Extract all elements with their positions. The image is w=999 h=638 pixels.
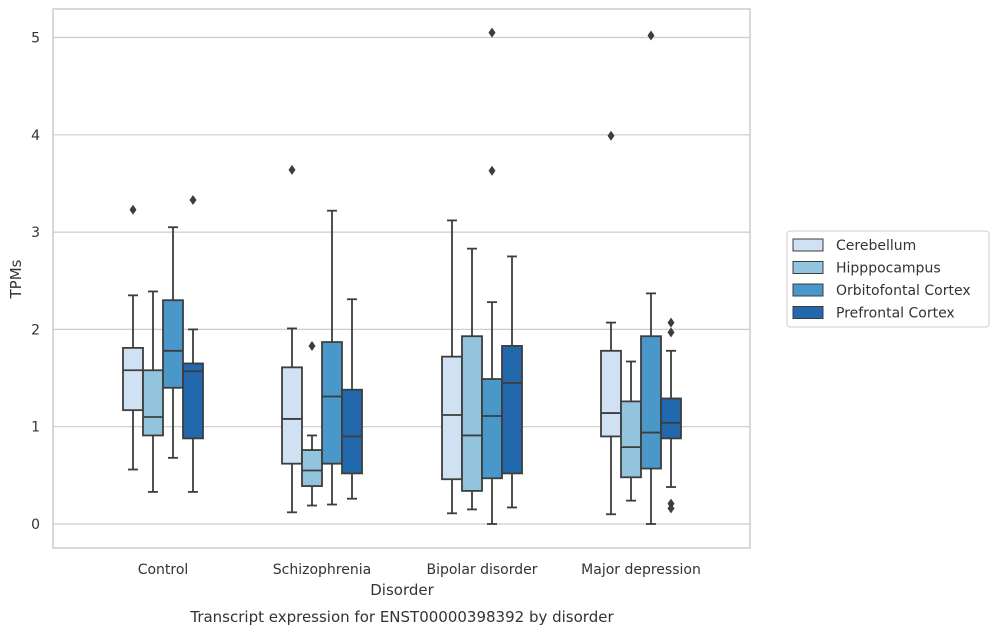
series-hipppocampus xyxy=(142,247,642,511)
x-axis-label: Disorder xyxy=(370,581,434,599)
box-iqr xyxy=(182,362,204,440)
box-iqr xyxy=(640,335,662,470)
series-prefrontal-cortex xyxy=(182,194,682,514)
box-group xyxy=(122,204,144,471)
outlier-marker xyxy=(667,327,675,338)
legend-label: Cerebellum xyxy=(836,238,916,254)
y-tick-label: 5 xyxy=(31,31,40,47)
box-group xyxy=(501,255,523,509)
legend-swatch xyxy=(792,238,824,252)
box-iqr xyxy=(341,388,363,475)
box-group xyxy=(481,27,503,525)
x-tick-label: Schizophrenia xyxy=(273,562,371,578)
box-iqr xyxy=(461,335,483,492)
box-iqr xyxy=(162,299,184,389)
box-group xyxy=(640,30,662,525)
box-iqr xyxy=(321,341,343,465)
box-series xyxy=(122,27,682,525)
legend-swatch xyxy=(792,261,824,274)
box-group xyxy=(441,219,463,515)
box-iqr xyxy=(441,355,463,481)
box-group xyxy=(660,317,682,514)
series-orbitofontal-cortex xyxy=(162,27,662,525)
box-iqr xyxy=(660,397,682,440)
outlier-marker xyxy=(667,317,675,328)
legend-frame xyxy=(786,230,990,328)
box-iqr xyxy=(501,345,523,475)
box-iqr xyxy=(122,346,144,412)
x-tick-label: Major depression xyxy=(581,562,701,578)
legend-swatch xyxy=(792,306,824,319)
box-iqr xyxy=(142,369,164,437)
box-iqr xyxy=(301,449,323,487)
legend-swatch xyxy=(792,283,824,297)
box-group xyxy=(281,164,303,514)
outlier-marker xyxy=(308,340,316,351)
box-group xyxy=(162,226,184,459)
legend-items: Cerebellum Hipppocampus Orbitofontal Corte… xyxy=(792,238,971,322)
box-group xyxy=(461,247,483,511)
outlier-marker xyxy=(607,130,615,141)
outlier-marker xyxy=(647,30,655,41)
outlier-marker xyxy=(189,194,197,205)
legend-label: Orbitofontal Cortex xyxy=(836,283,971,299)
series-cerebellum xyxy=(122,130,622,516)
x-tick-label: Bipolar disorder xyxy=(426,562,537,578)
box-iqr xyxy=(600,349,622,438)
box-group xyxy=(142,290,164,493)
y-tick-label: 4 xyxy=(31,128,40,144)
y-tick-label: 0 xyxy=(31,517,40,533)
box-group xyxy=(600,130,622,516)
y-tick-labels: 0 1 2 3 4 5 xyxy=(31,31,40,534)
legend-label: Hipppocampus xyxy=(836,261,941,277)
outlier-marker xyxy=(288,164,296,175)
x-tick-label: Control xyxy=(138,562,189,578)
y-tick-label: 1 xyxy=(31,420,40,436)
box-iqr xyxy=(620,400,642,479)
legend: Cerebellum Hipppocampus Orbitofontal Corte… xyxy=(786,230,990,328)
legend-label: Prefrontal Cortex xyxy=(836,306,955,322)
x-tick-labels: Control Schizophrenia Bipolar disorder Majo… xyxy=(138,562,701,578)
y-axis-label: TPMs xyxy=(7,259,25,299)
outlier-marker xyxy=(488,165,496,176)
box-group xyxy=(620,360,642,502)
outlier-marker xyxy=(488,27,496,38)
box-iqr xyxy=(281,366,303,465)
box-group xyxy=(301,340,323,507)
box-group xyxy=(182,194,204,493)
y-tick-label: 3 xyxy=(31,225,40,241)
outlier-marker xyxy=(667,498,675,509)
y-tick-label: 2 xyxy=(31,322,40,338)
box-iqr xyxy=(481,378,503,480)
outlier-marker xyxy=(129,204,137,215)
box-group xyxy=(321,209,343,506)
box-group xyxy=(341,298,363,500)
chart-caption: Transcript expression for ENST0000039839… xyxy=(189,608,614,626)
plot-frame xyxy=(52,8,751,549)
